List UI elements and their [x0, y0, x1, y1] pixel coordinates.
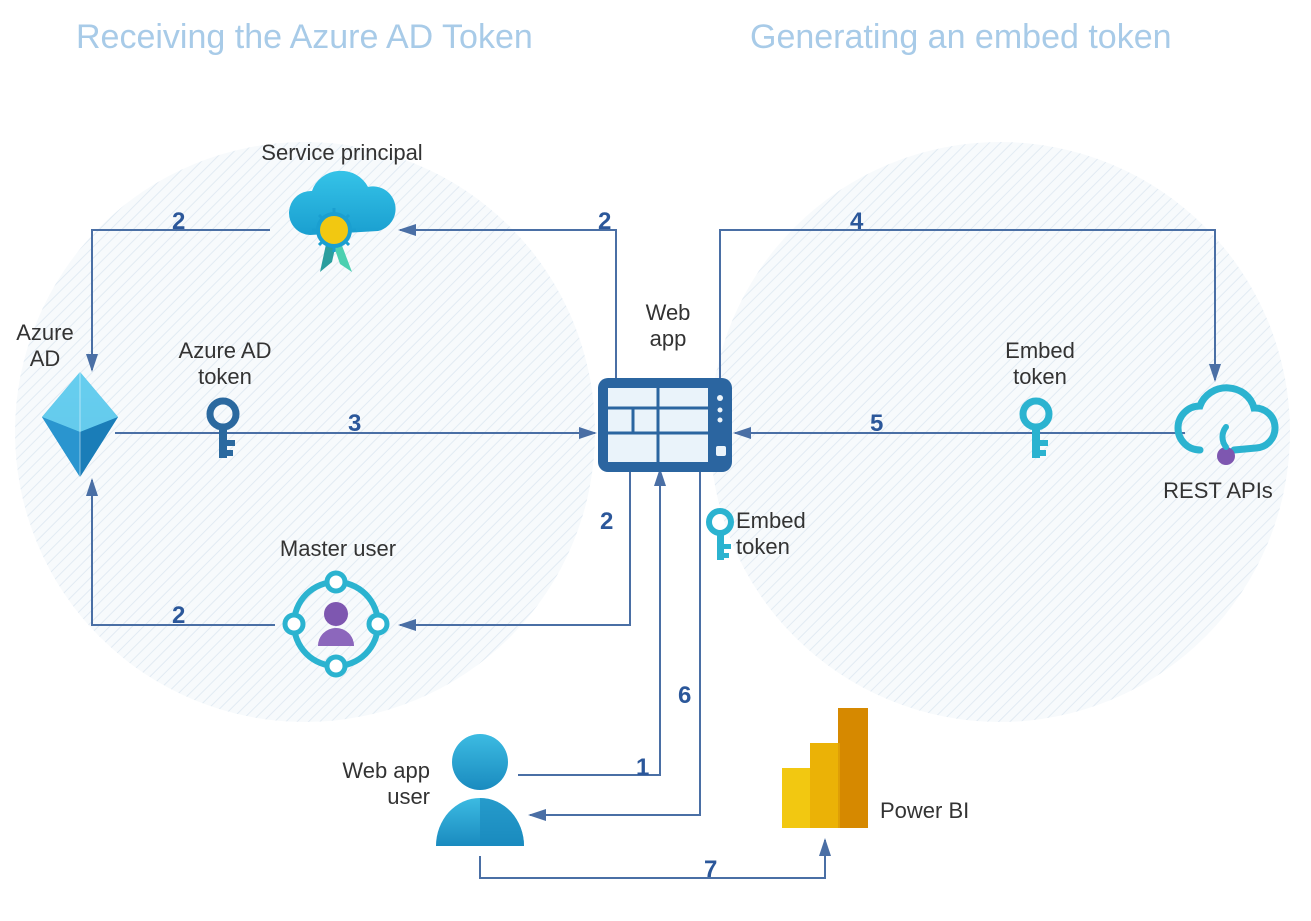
step-5: 5 — [870, 410, 883, 438]
power-bi-icon — [782, 708, 868, 828]
label-master-user: Master user — [248, 536, 428, 562]
label-web-app: Web app — [628, 300, 708, 353]
label-embed-token-right: Embed token — [980, 338, 1100, 391]
label-rest-apis: REST APIs — [1158, 478, 1278, 504]
label-azure-ad: Azure AD — [0, 320, 90, 373]
label-azure-ad-token: Azure AD token — [160, 338, 290, 391]
label-web-app-user: Web app user — [310, 758, 430, 811]
step-2-top-right: 2 — [598, 208, 611, 236]
step-1: 1 — [636, 754, 649, 782]
web-app-icon — [598, 378, 732, 472]
web-app-user-icon — [436, 734, 524, 846]
label-service-principal: Service principal — [242, 140, 442, 166]
step-2-mid: 2 — [600, 508, 613, 536]
step-4: 4 — [850, 208, 863, 236]
step-7: 7 — [704, 856, 717, 884]
title-right: Generating an embed token — [750, 18, 1172, 57]
step-6: 6 — [678, 682, 691, 710]
label-embed-token-mid: Embed token — [736, 508, 836, 561]
step-3: 3 — [348, 410, 361, 438]
step-2-bot-left: 2 — [172, 602, 185, 630]
label-power-bi: Power BI — [880, 798, 1000, 824]
step-2-top-left: 2 — [172, 208, 185, 236]
embed-token-mid-key-icon — [709, 511, 731, 560]
title-left: Receiving the Azure AD Token — [76, 18, 533, 57]
